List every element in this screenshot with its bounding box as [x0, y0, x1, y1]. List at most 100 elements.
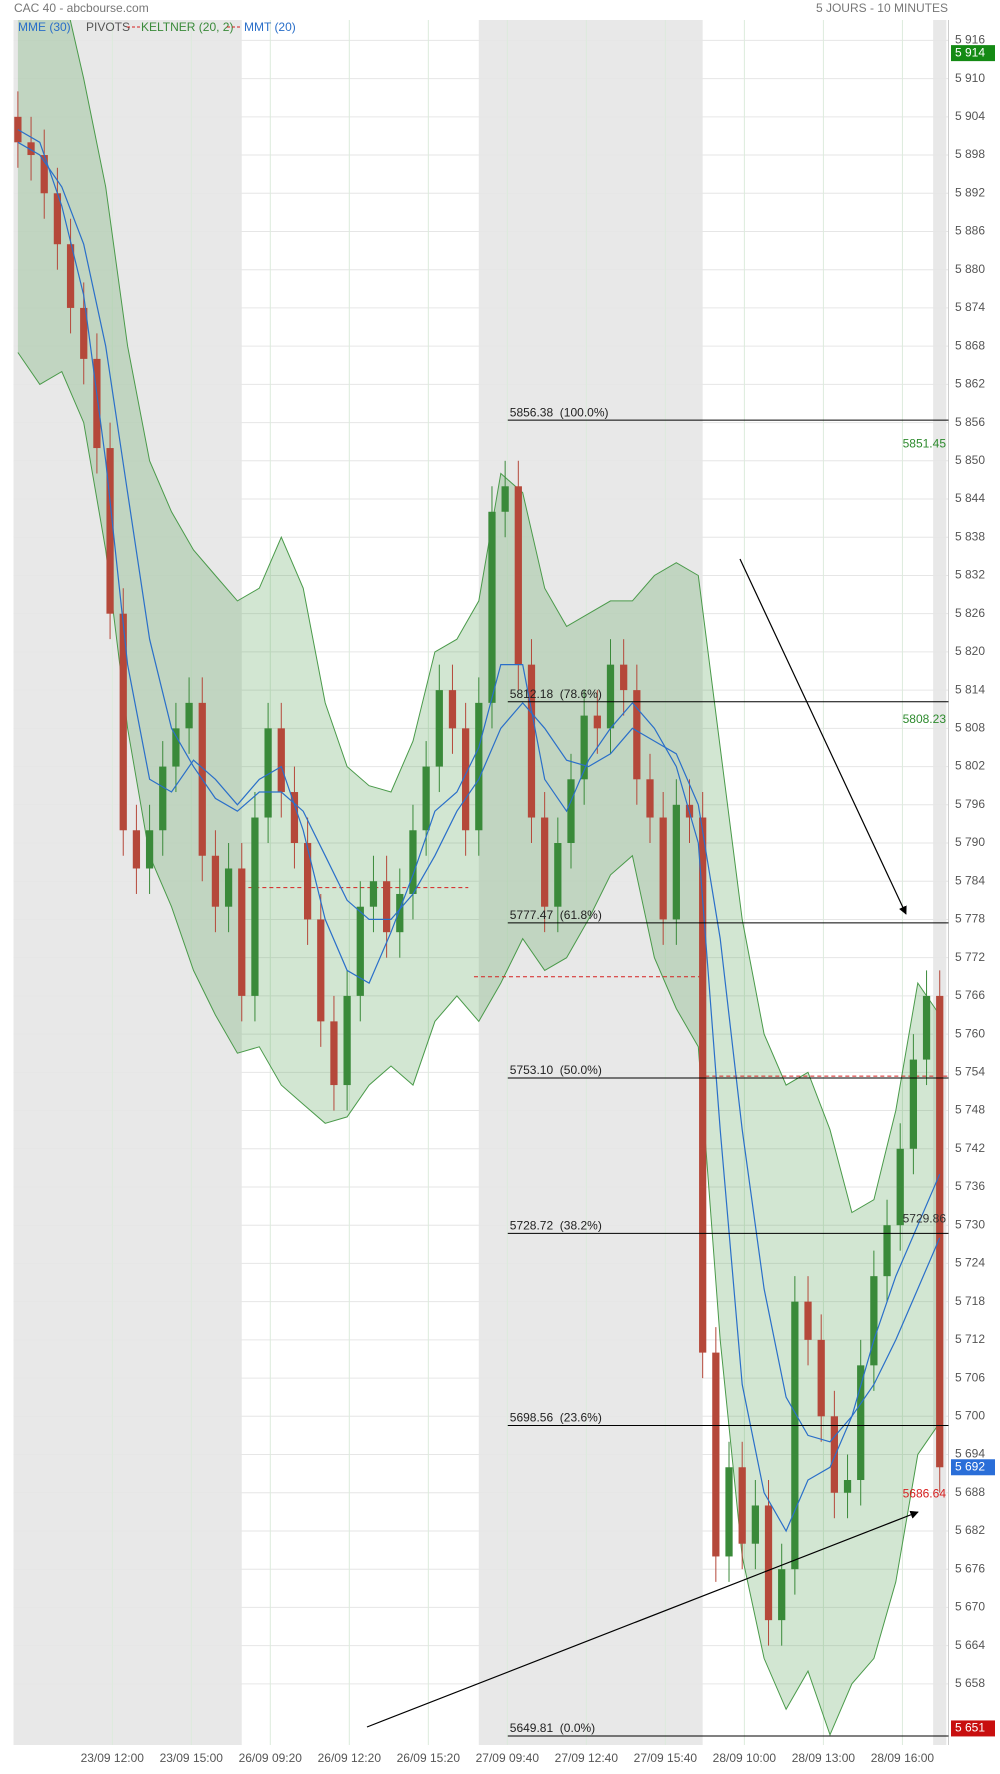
arrow	[739, 558, 907, 915]
moving-average	[17, 141, 941, 1443]
candle-body	[896, 1148, 904, 1226]
candle-body	[606, 664, 615, 729]
y-tick-label: 5 832	[955, 568, 985, 582]
y-tick-label: 5 808	[955, 721, 985, 735]
candle-body	[764, 1505, 773, 1621]
y-tick-label: 5 718	[955, 1294, 985, 1308]
y-tick-label: 5 826	[955, 606, 985, 620]
y-tick-label: 5 784	[955, 873, 985, 887]
y-tick-label: 5 850	[955, 453, 985, 467]
y-tick-label: 5 724	[955, 1256, 985, 1270]
y-tick-label: 5 874	[955, 300, 985, 314]
candle-body	[830, 1416, 838, 1493]
y-tick-label: 5 904	[955, 109, 985, 123]
y-tick-label: 5 742	[955, 1141, 985, 1155]
y-tick-label: 5 760	[955, 1026, 985, 1040]
candle-body	[488, 511, 496, 703]
y-tick-label: 5 670	[955, 1600, 985, 1614]
y-tick-label: 5 790	[955, 835, 985, 849]
candle-body	[843, 1480, 852, 1493]
candle-body	[290, 792, 299, 844]
y-tick-label: 5 676	[955, 1561, 985, 1575]
y-tick-label: 5 796	[955, 797, 985, 811]
candle-body	[725, 1467, 733, 1557]
candle-body	[356, 906, 364, 996]
candle-body	[172, 728, 180, 767]
price-annotation: 5729.86	[903, 1211, 947, 1225]
candle-body	[224, 868, 233, 907]
candle-body	[145, 830, 154, 869]
price-badge-label: 5 651	[955, 1721, 985, 1735]
legend: MME (30) PIVOTS KELTNER (20, 2) MMT (20)	[18, 20, 296, 34]
candle-body	[633, 690, 641, 780]
x-tick-label: 23/09 15:00	[160, 1751, 224, 1765]
y-tick-label: 5 868	[955, 338, 985, 352]
plot-area	[14, 20, 949, 1737]
candle-body	[462, 728, 470, 831]
x-tick-label: 28/09 16:00	[871, 1751, 935, 1765]
arrow	[366, 1510, 919, 1728]
chart-title: CAC 40 - abcbourse.com	[14, 1, 149, 15]
legend-entry: PIVOTS	[86, 20, 130, 34]
y-tick-label: 5 838	[955, 529, 985, 543]
keltner-lower	[17, 352, 941, 1737]
candle-body	[699, 817, 707, 1353]
candle-body	[778, 1569, 786, 1621]
candle-body	[475, 702, 483, 831]
price-annotation: 5686.64	[903, 1487, 947, 1501]
legend-entry: MME (30)	[18, 20, 71, 34]
legend-entry: KELTNER (20, 2)	[141, 20, 233, 34]
candle-body	[870, 1276, 878, 1366]
candle-body	[804, 1301, 812, 1340]
price-badge-label: 5 914	[955, 45, 985, 59]
fib-label: 5728.72 (38.2%)	[510, 1219, 602, 1233]
keltner-band	[17, 20, 940, 1735]
y-tick-label: 5 688	[955, 1485, 985, 1499]
candle-body	[659, 817, 667, 920]
x-tick-label: 28/09 10:00	[713, 1751, 777, 1765]
x-tick-label: 26/09 12:20	[318, 1751, 382, 1765]
y-tick-label: 5 778	[955, 912, 985, 926]
candle-body	[409, 830, 417, 894]
y-tick-label: 5 802	[955, 759, 985, 773]
y-tick-label: 5 886	[955, 224, 985, 238]
price-badge	[951, 1720, 995, 1737]
y-tick-label: 5 898	[955, 147, 985, 161]
candle-body	[14, 116, 22, 143]
candle-body	[646, 779, 654, 818]
x-tick-label: 27/09 12:40	[555, 1751, 619, 1765]
y-tick-label: 5 730	[955, 1217, 985, 1231]
candle-body	[857, 1365, 865, 1481]
candle-body	[751, 1505, 759, 1544]
candle-body	[369, 881, 378, 907]
candle-body	[620, 664, 628, 691]
candle-body	[435, 690, 443, 767]
candle-body	[422, 766, 430, 831]
y-tick-label: 5 910	[955, 71, 985, 85]
candle-body	[448, 690, 457, 729]
candle-body	[132, 830, 141, 869]
candle-body	[922, 995, 931, 1060]
candle-body	[791, 1301, 799, 1570]
x-tick-label: 23/09 12:00	[81, 1751, 145, 1765]
y-tick-label: 5 712	[955, 1332, 985, 1346]
candle-body	[238, 868, 246, 996]
candle-body	[211, 855, 220, 907]
y-tick-label: 5 772	[955, 950, 985, 964]
y-tick-label: 5 820	[955, 644, 985, 658]
y-tick-label: 5 658	[955, 1676, 985, 1690]
y-tick-label: 5 706	[955, 1370, 985, 1384]
y-tick-label: 5 766	[955, 988, 985, 1002]
price-badge-label: 5 692	[955, 1459, 985, 1473]
candle-body	[567, 779, 575, 844]
keltner-upper	[69, 20, 941, 1214]
y-tick-label: 5 856	[955, 415, 985, 429]
price-badge	[951, 1459, 995, 1476]
candle-body	[330, 1021, 338, 1086]
fib-label: 5753.10 (50.0%)	[510, 1063, 602, 1077]
candle-body	[317, 919, 325, 1022]
y-tick-label: 5 700	[955, 1408, 985, 1422]
candle-body	[514, 486, 522, 665]
